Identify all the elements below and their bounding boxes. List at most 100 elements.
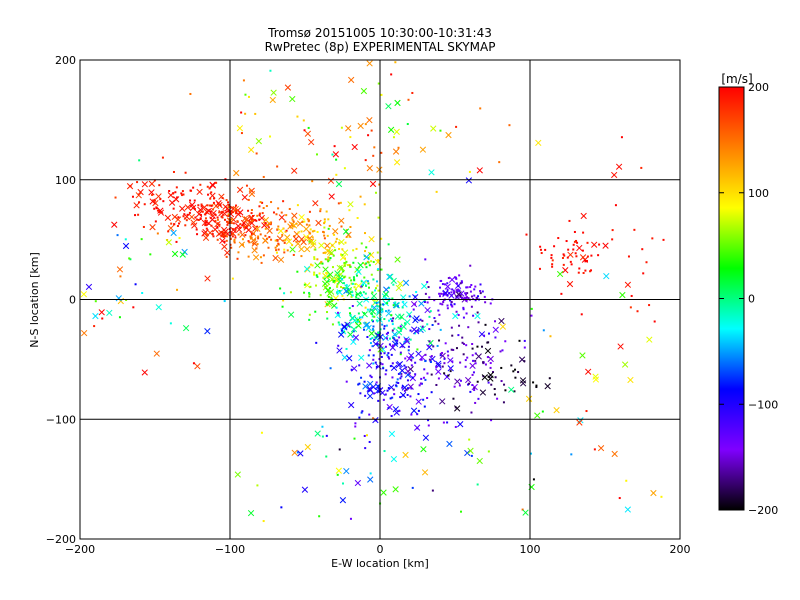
point-dot [341,248,344,251]
point-dot [504,389,507,392]
point-dot [351,335,354,338]
point-cross [406,311,413,318]
point-dot [342,270,345,273]
point-dot [380,151,383,154]
point-dot [501,349,504,352]
point-dot [398,336,401,339]
point-dot [319,210,322,213]
point-cross [585,368,592,375]
point-dot [332,280,335,283]
point-dot [374,287,377,290]
point-dot [460,280,463,283]
point-dot [152,199,155,202]
point-dot [360,285,363,288]
point-dot [353,279,356,282]
point-dot [474,299,477,302]
point-dot [426,372,429,375]
point-dot [477,321,480,324]
point-dot [462,316,465,319]
point-cross [157,207,164,214]
point-cross [182,324,190,332]
point-dot [457,314,460,317]
point-cross [355,322,362,329]
point-dot [345,380,348,383]
point-dot [205,227,208,230]
point-cross [241,215,249,222]
point-cross [394,313,402,320]
point-dot [366,335,369,338]
point-dot [366,434,369,437]
point-dot [173,223,176,226]
point-dot [426,281,429,284]
point-dot [424,258,427,261]
point-dot [393,338,396,341]
point-cross [250,237,257,244]
point-cross [525,395,533,402]
point-dot [466,292,469,295]
point-cross [248,146,255,153]
point-dot [256,484,259,487]
point-dot [474,285,477,288]
point-dot [517,371,520,374]
point-dot [270,201,273,204]
point-dot [239,223,242,226]
point-dot [269,222,272,225]
point-dot [394,339,397,342]
point-dot [311,236,314,239]
point-dot [313,271,316,274]
point-dot [321,262,324,265]
point-dot [327,218,330,221]
point-dot [375,365,378,368]
point-dot [359,195,362,198]
point-dot [295,222,298,225]
point-cross [106,309,113,317]
point-dot [308,318,311,321]
point-dot [660,495,663,498]
point-dot [430,391,433,394]
point-cross [202,234,210,242]
point-dot [365,266,368,269]
point-cross [184,204,191,211]
point-dot [350,279,353,282]
point-dot [380,93,383,96]
point-dot [209,210,212,213]
point-dot [427,286,430,289]
point-dot [220,215,223,218]
point-dot [254,112,257,115]
point-cross [261,222,268,229]
point-dot [470,284,473,287]
point-cross [390,364,398,371]
point-cross [615,163,623,170]
point-dot [349,265,352,268]
point-dot [335,158,338,161]
point-cross [376,307,383,314]
point-dot [343,257,346,260]
point-dot [341,294,344,297]
point-dot [359,292,362,295]
point-dot [487,450,490,453]
point-dot [387,355,390,358]
point-dot [276,165,279,168]
point-dot [468,382,471,385]
point-dot [397,326,400,329]
point-dot [328,258,331,261]
point-dot [329,257,332,260]
point-dot [424,359,427,362]
point-dot [439,302,442,305]
point-cross [308,138,315,146]
point-cross [338,331,345,338]
point-dot [416,413,419,416]
point-dot [437,377,440,380]
point-dot [237,251,240,254]
point-dot [210,213,213,216]
point-dot [230,246,233,249]
point-dot [364,394,367,397]
point-dot [470,454,473,457]
point-dot [327,295,330,298]
point-dot [504,340,507,343]
point-cross [304,443,311,451]
point-cross [233,169,240,177]
point-dot [481,290,484,293]
point-dot [476,380,479,383]
